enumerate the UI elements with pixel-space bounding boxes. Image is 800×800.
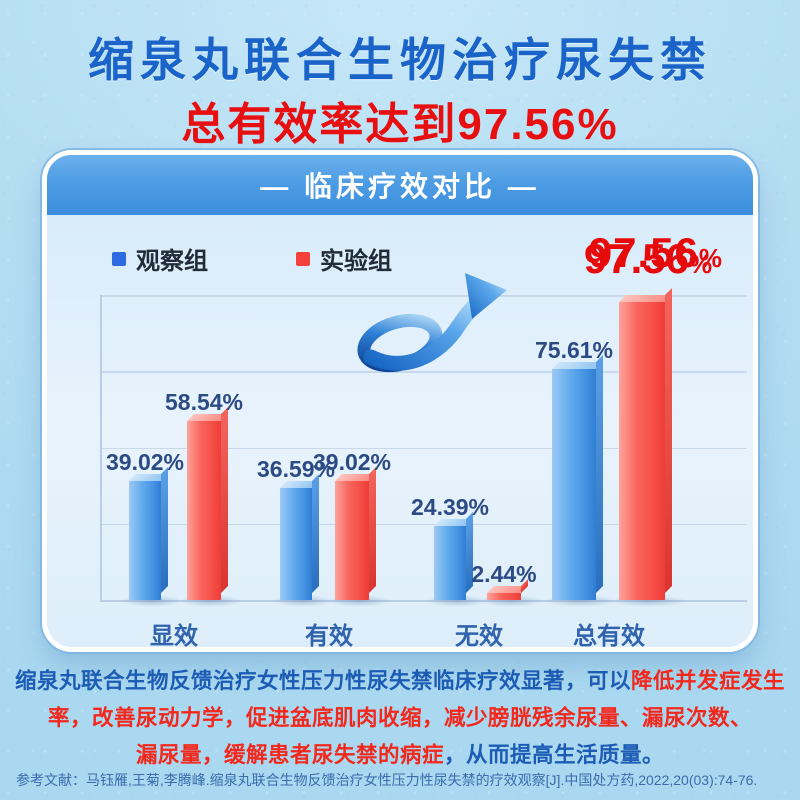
- category-label-effective: 有效: [305, 623, 353, 650]
- gridline: [102, 371, 747, 373]
- legend-item-observation: 观察组: [112, 241, 208, 276]
- bar-observation-effective: [280, 488, 312, 600]
- blue-swatch-icon: [112, 251, 126, 266]
- page-subtitle: 总有效率达到97.56%: [181, 100, 619, 149]
- description-segment: 降低并发症发生: [631, 669, 786, 693]
- legend-item-experiment: 实验组: [296, 241, 392, 276]
- growth-arrow-icon: [345, 273, 510, 381]
- description-line: 漏尿量，缓解患者尿失禁的病症，从而提高生活质量。: [0, 737, 800, 774]
- bar-value-label-observation-total-effective: 75.61%: [534, 337, 614, 364]
- bar-experiment-marked-effect: [187, 421, 221, 600]
- bar-value-label-observation-ineffective: 24.39%: [410, 493, 490, 520]
- gridline: [102, 523, 747, 526]
- bar-value-label-experiment-marked-effect: 58.54%: [164, 389, 244, 416]
- gridline-top: [102, 295, 747, 297]
- bar-observation-marked-effect: [129, 481, 161, 600]
- card-header: — 临床疗效对比 —: [47, 155, 753, 215]
- bar-value-label-experiment-effective: 39.02%: [312, 449, 392, 475]
- legend-label: 观察组: [136, 248, 208, 275]
- gridline: [102, 447, 747, 449]
- category-label-marked-effect: 显效: [150, 623, 198, 650]
- highlight-total-effective-rate: 97.56%: [589, 229, 723, 277]
- bar-experiment-total-effective: [619, 302, 665, 600]
- red-swatch-icon: [296, 251, 310, 266]
- bar-chart-plot-area: 39.02% 36.59% 24.39% 75.61% 58.54% 39.02% 2.44…: [100, 237, 747, 650]
- bar-observation-ineffective: [434, 525, 466, 600]
- chart-legend: 观察组 实验组: [112, 241, 392, 276]
- bar-value-label-observation-effective: 36.59%: [256, 456, 336, 483]
- card-header-title: — 临床疗效对比 —: [260, 171, 540, 202]
- legend-label: 实验组: [320, 248, 392, 275]
- page-title: 缩泉丸联合生物治疗尿失禁: [88, 34, 712, 86]
- highlight-unit: %: [698, 243, 723, 273]
- description-segment: ，从而提高生活质量。: [444, 743, 665, 767]
- bar-experiment-effective: [335, 481, 369, 600]
- highlight-value: 97.56: [588, 229, 699, 276]
- chart-card: — 临床疗效对比 — 观察组 实验组 39.02% 36.59% 24.39% 75.…: [42, 150, 758, 652]
- description-line: 缩泉丸联合生物反馈治疗女性压力性尿失禁临床疗效显著，可以降低并发症发生: [0, 663, 800, 700]
- bar-observation-total-effective: [552, 369, 596, 600]
- bar-value-label-observation-marked-effect: 39.02%: [105, 449, 185, 475]
- bar-experiment-ineffective: [487, 592, 521, 600]
- reference-citation: 参考文献：马钰雁,王菊,李腾峰.缩泉丸联合生物反馈治疗女性压力性尿失禁的疗效观察…: [16, 772, 758, 788]
- description-segment: 率，改善尿动力学，促进盆底肌肉收缩，减少膀胱残余尿量、漏尿次数、: [47, 706, 752, 730]
- bar-value-label-experiment-ineffective: 2.44%: [471, 560, 537, 587]
- description-line: 率，改善尿动力学，促进盆底肌肉收缩，减少膀胱残余尿量、漏尿次数、: [0, 700, 800, 737]
- category-label-total-effective: 总有效: [573, 623, 645, 650]
- description-segment: 漏尿量，缓解患者尿失禁的病症: [135, 743, 444, 767]
- bar-value-label-experiment-total-effective: 97.56%: [583, 235, 713, 283]
- category-label-ineffective: 无效: [455, 623, 503, 650]
- description-text: 缩泉丸联合生物反馈治疗女性压力性尿失禁临床疗效显著，可以降低并发症发生率，改善尿…: [0, 663, 800, 774]
- description-segment: 缩泉丸联合生物反馈治疗女性压力性尿失禁临床疗效显著，可以: [14, 669, 631, 693]
